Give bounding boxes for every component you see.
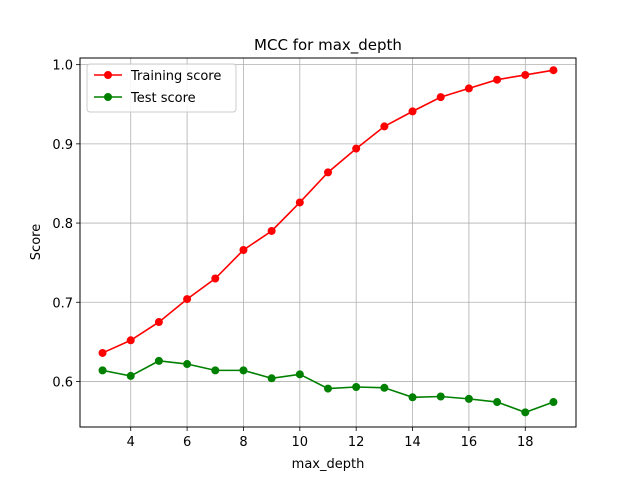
data-point-training bbox=[408, 107, 417, 116]
data-point-training bbox=[126, 336, 135, 345]
grid bbox=[80, 58, 576, 427]
x-tick-label: 4 bbox=[127, 435, 135, 450]
y-tick-label: 0.8 bbox=[52, 217, 73, 232]
chart-title: MCC for max_depth bbox=[254, 36, 402, 55]
data-point-training bbox=[98, 348, 107, 357]
data-point-test bbox=[464, 394, 473, 403]
data-point-test bbox=[352, 383, 361, 392]
data-point-training bbox=[239, 245, 248, 254]
data-point-test bbox=[493, 398, 502, 407]
legend-marker-test bbox=[104, 93, 112, 101]
data-point-training bbox=[267, 226, 276, 235]
series-layer bbox=[98, 66, 558, 417]
legend-label-test: Test score bbox=[130, 91, 196, 106]
legend: Training score Test score bbox=[86, 63, 237, 113]
data-point-training bbox=[154, 318, 163, 327]
data-point-test bbox=[295, 370, 304, 379]
data-point-test bbox=[211, 366, 220, 375]
y-axis-label: Score bbox=[29, 224, 44, 260]
x-tick-label: 8 bbox=[239, 435, 247, 450]
data-point-test bbox=[324, 384, 332, 393]
legend-box bbox=[86, 63, 237, 113]
plot-frame bbox=[79, 57, 577, 428]
x-tick-label: 12 bbox=[348, 435, 365, 450]
x-tick-label: 18 bbox=[517, 435, 534, 450]
data-point-training bbox=[464, 84, 473, 93]
data-point-training bbox=[352, 144, 361, 153]
x-axis-label: max_depth bbox=[292, 457, 365, 472]
x-tick-label: 10 bbox=[292, 435, 309, 450]
data-point-test bbox=[380, 383, 389, 392]
data-point-test bbox=[436, 392, 445, 401]
data-point-test bbox=[408, 393, 417, 402]
data-point-training bbox=[380, 122, 389, 131]
data-point-test bbox=[126, 371, 135, 380]
legend-marker-training bbox=[104, 71, 112, 79]
data-point-test bbox=[154, 356, 163, 365]
x-tick-label: 14 bbox=[404, 435, 421, 450]
ticks: 4 6 8 10 12 14 16 18 0.6 0.7 0.8 0.9 1.0 bbox=[52, 59, 533, 450]
data-point-test bbox=[521, 408, 530, 417]
data-point-test bbox=[98, 366, 107, 375]
data-point-training bbox=[436, 93, 445, 102]
data-point-training bbox=[549, 66, 558, 75]
data-point-training bbox=[211, 274, 220, 283]
x-tick-label: 6 bbox=[183, 435, 191, 450]
y-tick-label: 0.6 bbox=[52, 375, 73, 390]
data-point-training bbox=[295, 198, 304, 207]
data-point-training bbox=[521, 70, 530, 79]
data-point-test bbox=[183, 360, 192, 369]
data-point-training bbox=[183, 295, 192, 304]
legend-label-training: Training score bbox=[130, 69, 221, 84]
data-point-training bbox=[324, 168, 332, 177]
y-tick-label: 0.9 bbox=[52, 138, 73, 153]
data-point-test bbox=[267, 374, 276, 383]
y-tick-label: 0.7 bbox=[52, 296, 73, 311]
data-point-training bbox=[493, 75, 502, 84]
data-point-test bbox=[239, 366, 248, 375]
data-point-test bbox=[549, 398, 558, 407]
y-tick-label: 1.0 bbox=[52, 59, 73, 74]
x-tick-label: 16 bbox=[461, 435, 478, 450]
